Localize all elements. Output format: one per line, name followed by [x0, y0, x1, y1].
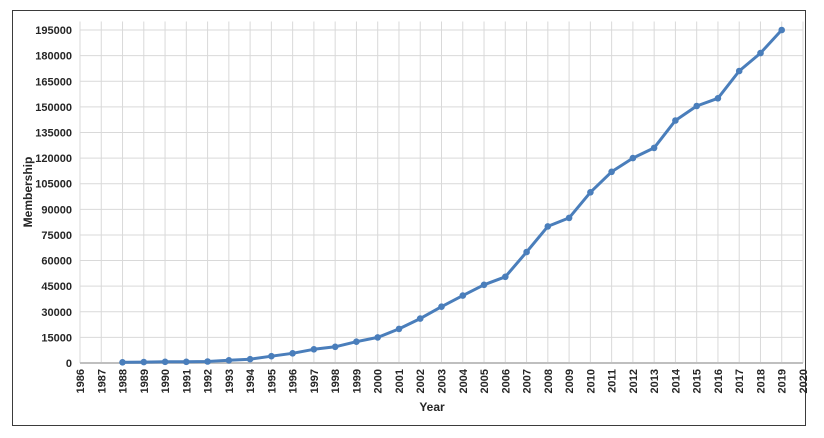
x-tick-label: 2007: [522, 369, 534, 393]
y-tick-label: 90000: [41, 204, 72, 216]
data-point-marker: [693, 102, 700, 110]
data-point-marker: [438, 303, 445, 311]
data-point-marker: [459, 292, 467, 299]
x-tick-label: 2019: [777, 369, 789, 393]
data-point-marker: [268, 352, 275, 360]
y-tick-label: 30000: [41, 307, 72, 319]
data-point-marker: [289, 350, 296, 357]
series-line: [121, 28, 784, 364]
data-point-marker: [225, 357, 233, 364]
y-tick-label: 60000: [41, 256, 72, 268]
x-tick-label: 2014: [670, 368, 682, 393]
data-point-marker: [353, 338, 360, 346]
data-point-marker: [183, 358, 190, 366]
x-tick-label: 1992: [203, 369, 215, 393]
x-tick-label: 2006: [500, 369, 512, 393]
x-axis-title: Year: [419, 400, 445, 414]
data-point-marker: [650, 144, 658, 152]
data-point-marker: [735, 67, 743, 75]
data-point-marker: [374, 334, 382, 341]
gridlines: [79, 21, 804, 363]
x-tick-label: 2005: [479, 369, 491, 393]
series-group: [119, 26, 785, 366]
y-tick-label: 45000: [41, 281, 72, 293]
data-point-marker: [502, 273, 509, 281]
data-point-marker: [608, 168, 615, 176]
y-tick-label: 195000: [35, 25, 72, 37]
data-point-marker: [246, 355, 254, 363]
x-tick-label: 2012: [628, 369, 640, 393]
y-tick-label: 165000: [35, 76, 72, 88]
x-tick-label: 2004: [458, 368, 470, 393]
y-tick-label: 135000: [35, 127, 72, 139]
x-tick-label: 2003: [437, 369, 449, 393]
x-tick-label: 2016: [713, 369, 725, 393]
x-tick-label: 2001: [394, 369, 406, 393]
x-tick-label: 2020: [798, 369, 810, 393]
x-tick-label: 1995: [266, 369, 278, 393]
chart-border: [12, 10, 806, 426]
y-tick-label: 150000: [35, 102, 72, 114]
x-tick-label: 1994: [245, 368, 257, 393]
x-tick-label: 1993: [224, 369, 236, 393]
data-point-marker: [672, 117, 679, 124]
data-point-marker: [204, 358, 211, 365]
y-tick-label: 0: [66, 358, 72, 370]
x-tick-label: 1991: [181, 369, 193, 393]
data-point-marker: [416, 315, 424, 322]
data-point-marker: [714, 95, 722, 102]
x-tick-label: 1998: [330, 369, 342, 393]
data-point-marker: [395, 325, 403, 333]
data-point-marker: [778, 26, 785, 34]
x-tick-label: 2008: [543, 369, 555, 393]
tick-labels: 1986 1987 1988 1989 1990 1991 1992 1993 1994 1995…: [35, 25, 810, 393]
x-tick-label: 1988: [118, 369, 130, 393]
y-tick-label: 15000: [41, 332, 72, 344]
x-tick-label: 2002: [415, 369, 427, 393]
y-tick-label: 75000: [41, 230, 72, 242]
data-point-marker: [757, 49, 764, 57]
x-tick-label: 1989: [139, 369, 151, 393]
data-point-marker: [161, 358, 169, 366]
data-point-marker: [140, 358, 148, 366]
y-tick-label: 180000: [35, 51, 72, 63]
x-tick-label: 2018: [755, 369, 767, 393]
y-tick-label: 120000: [35, 153, 72, 165]
x-tick-label: 2009: [564, 369, 576, 393]
data-point-marker: [480, 281, 488, 289]
data-point-marker: [331, 343, 339, 351]
data-point-marker: [119, 359, 126, 366]
x-tick-label: 1996: [288, 369, 300, 393]
x-tick-label: 2017: [734, 369, 746, 393]
x-tick-label: 2011: [607, 369, 619, 393]
data-point-marker: [629, 154, 637, 162]
data-point-marker: [523, 248, 530, 256]
y-tick-label: 105000: [35, 179, 72, 191]
x-tick-label: 1997: [309, 369, 321, 393]
x-tick-label: 2000: [373, 369, 385, 393]
x-tick-label: 1986: [75, 369, 87, 393]
x-tick-label: 1990: [160, 369, 172, 393]
x-tick-label: 2015: [692, 369, 704, 393]
data-point-marker: [544, 223, 552, 230]
x-tick-label: 2013: [649, 369, 661, 393]
data-point-marker: [310, 346, 318, 353]
x-tick-label: 1999: [351, 369, 363, 393]
data-point-marker: [565, 214, 573, 222]
x-tick-label: 2010: [585, 369, 597, 393]
data-point-marker: [587, 189, 594, 196]
y-axis-title: Membership: [21, 157, 35, 228]
x-tick-label: 1987: [96, 369, 108, 393]
